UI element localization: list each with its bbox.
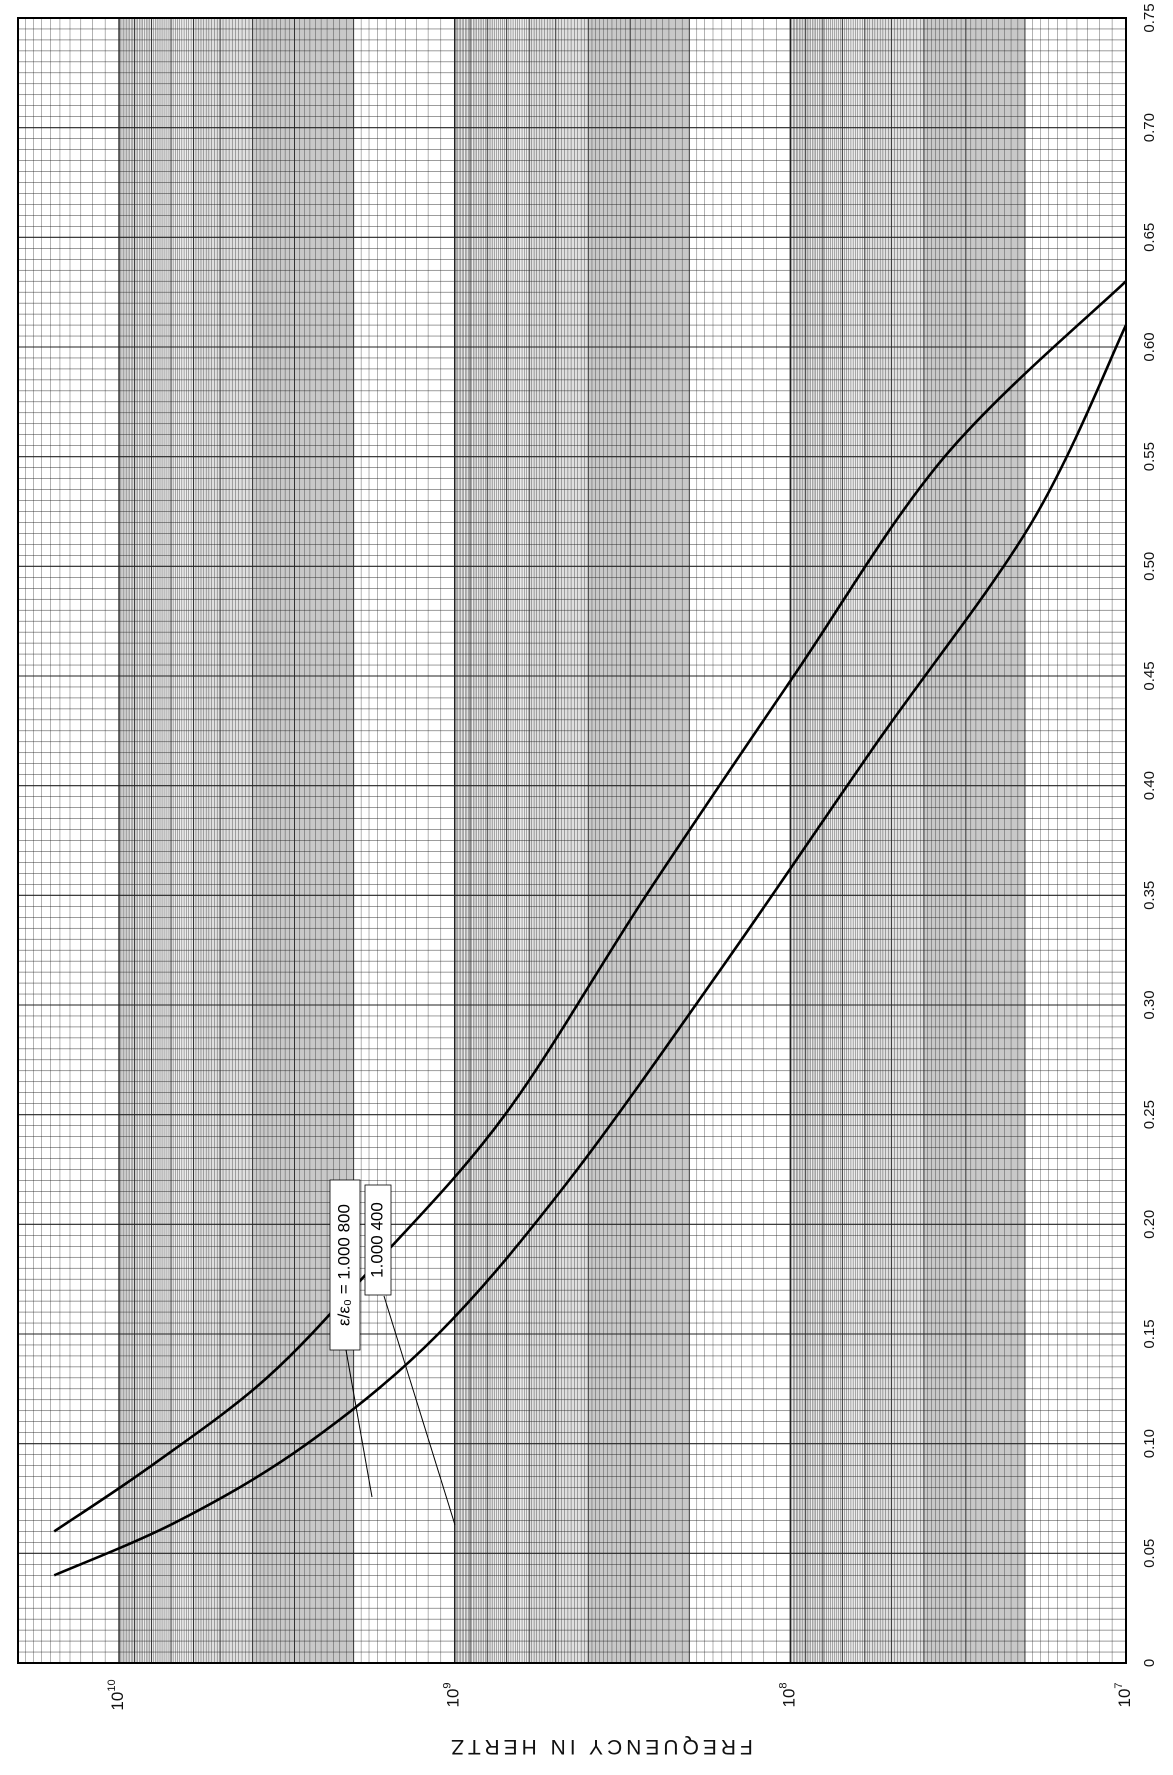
x-tick-label: 0.70 xyxy=(1141,113,1158,142)
x-tick-group: 0.30 xyxy=(1141,990,1158,1019)
y-tick-group: 108 xyxy=(777,1682,799,1707)
curve-labels: ε/ε₀ = 1.000 800 1.000 400 xyxy=(329,1179,456,1526)
label-leader-1 xyxy=(345,1349,373,1498)
y-tick-label: 107 xyxy=(1113,1682,1135,1707)
y-axis-label: FREQUENCY IN HERTZ xyxy=(447,1735,753,1758)
x-tick-label: 0.65 xyxy=(1141,223,1158,252)
x-tick-label: 0.60 xyxy=(1141,332,1158,361)
x-tick-group: 0.25 xyxy=(1141,1100,1158,1129)
x-tick-group: 0.35 xyxy=(1141,881,1158,910)
x-tick-group: 0.15 xyxy=(1141,1319,1158,1348)
y-tick-label: 108 xyxy=(777,1682,799,1707)
label-leader-2 xyxy=(383,1295,456,1526)
x-tick-group: 0.50 xyxy=(1141,552,1158,581)
y-tick-group: 107 xyxy=(1113,1682,1135,1707)
x-tick-label: 0 xyxy=(1141,1659,1158,1667)
x-tick-label: 0.50 xyxy=(1141,552,1158,581)
x-tick-group: 0.45 xyxy=(1141,661,1158,690)
x-tick-label: 0.45 xyxy=(1141,661,1158,690)
series-label-1: ε/ε₀ = 1.000 800 xyxy=(334,1204,353,1326)
label-group-2: 1.000 400 xyxy=(367,1202,386,1278)
x-tick-label: 0.20 xyxy=(1141,1210,1158,1239)
label-group-1: ε/ε₀ = 1.000 800 xyxy=(334,1204,353,1326)
x-tick-label: 0.40 xyxy=(1141,771,1158,800)
x-tick-label: 0.30 xyxy=(1141,990,1158,1019)
x-tick-group: 0.70 xyxy=(1141,113,1158,142)
x-tick-group: 0.55 xyxy=(1141,442,1158,471)
x-tick-labels: 0 0.05 0.10 0.15 0.20 0.25 0.30 0.35 0.40 0.45 0.5… xyxy=(1141,3,1158,1667)
label-box-2 xyxy=(364,1184,392,1296)
series-layer xyxy=(53,280,1128,1577)
x-tick-group: 0.60 xyxy=(1141,332,1158,361)
x-tick-group: 0.20 xyxy=(1141,1210,1158,1239)
series-line-1 xyxy=(53,280,1127,1533)
x-tick-label: 0.25 xyxy=(1141,1100,1158,1129)
x-tick-label: 0.35 xyxy=(1141,881,1158,910)
x-tick-group: 0 xyxy=(1141,1659,1158,1667)
x-tick-group: 0.75 xyxy=(1141,3,1158,32)
x-tick-group: 0.10 xyxy=(1141,1429,1158,1458)
x-tick-label: 0.05 xyxy=(1141,1539,1158,1568)
label-box-1 xyxy=(329,1179,361,1351)
x-tick-group: 0.05 xyxy=(1141,1539,1158,1568)
y-tick-labels: 107 108 109 1010 xyxy=(106,1679,1135,1710)
x-tick-group: 0.65 xyxy=(1141,223,1158,252)
y-tick-label: 1010 xyxy=(106,1679,128,1710)
x-tick-group: 0.40 xyxy=(1141,771,1158,800)
series-label-2: 1.000 400 xyxy=(367,1202,386,1278)
x-tick-label: 0.15 xyxy=(1141,1319,1158,1348)
y-tick-group: 1010 xyxy=(106,1679,128,1710)
x-tick-label: 0.10 xyxy=(1141,1429,1158,1458)
y-tick-label: 109 xyxy=(442,1682,464,1707)
series-line-2 xyxy=(53,324,1128,1577)
x-tick-label: 0.55 xyxy=(1141,442,1158,471)
grid xyxy=(18,17,1127,1664)
x-tick-label: 0.75 xyxy=(1141,3,1158,32)
plot-frame xyxy=(17,17,1127,1664)
y-tick-group: 109 xyxy=(442,1682,464,1707)
